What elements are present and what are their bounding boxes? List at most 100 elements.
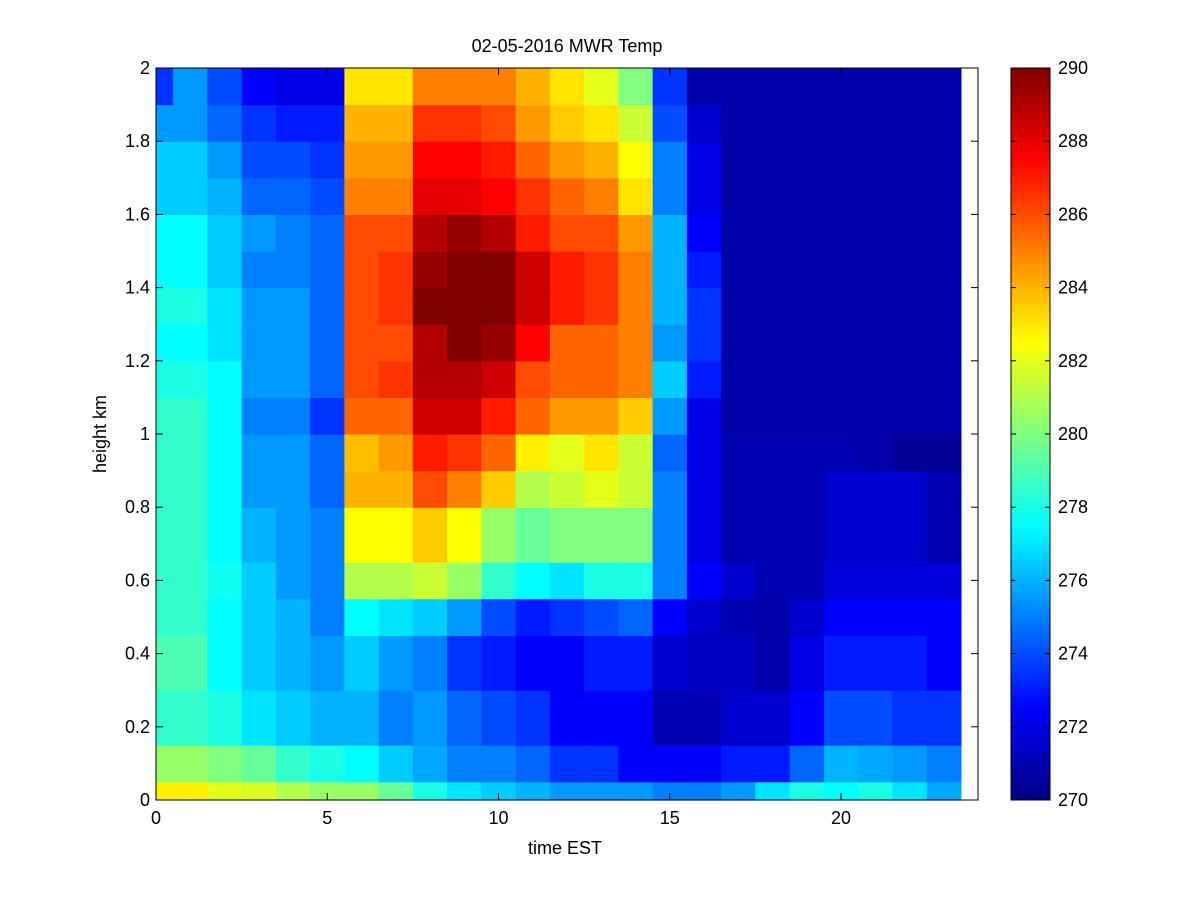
heatmap-cell [721, 324, 756, 362]
tick-label: 0 [140, 790, 150, 810]
heatmap-cell [892, 177, 928, 215]
heatmap-cell [207, 635, 243, 691]
heatmap-cell [858, 104, 893, 142]
heatmap-cell [721, 635, 756, 691]
tick-label: 2 [140, 58, 150, 78]
heatmap-cell [823, 214, 859, 252]
heatmap-cell [584, 104, 619, 142]
heatmap-cell [481, 324, 517, 362]
heatmap-cell [378, 360, 414, 398]
heatmap-cell [686, 598, 722, 636]
tick-label: 1.2 [125, 351, 150, 371]
heatmap-cell [721, 598, 756, 636]
x-axis-label: time EST [528, 838, 602, 858]
heatmap-cell [686, 360, 722, 398]
heatmap-cell [858, 434, 893, 472]
heatmap-cell [447, 141, 482, 179]
heatmap-cell [378, 324, 414, 362]
heatmap-cell [789, 507, 825, 563]
heatmap-cell [721, 745, 756, 783]
heatmap-cell [344, 324, 380, 362]
heatmap-cell [173, 635, 208, 691]
heatmap-cell [584, 214, 619, 252]
heatmap-cell [378, 690, 414, 746]
heatmap-cell [173, 214, 208, 252]
heatmap-cell [926, 324, 962, 362]
heatmap-cell [447, 324, 482, 362]
heatmap-cell [892, 562, 928, 600]
heatmap-cell [926, 635, 962, 691]
heatmap-cell [721, 177, 756, 215]
heatmap-cell [618, 507, 654, 563]
heatmap-cell [207, 251, 243, 289]
tick-label: 284 [1058, 278, 1088, 298]
heatmap-cell [789, 397, 825, 435]
heatmap-cell [652, 690, 688, 746]
heatmap-cell [447, 177, 482, 215]
heatmap-cell [515, 562, 551, 600]
heatmap-cell [412, 507, 448, 563]
heatmap-cell [481, 781, 517, 801]
heatmap-cell [310, 507, 345, 563]
heatmap-cell [481, 745, 517, 783]
heatmap-cell [344, 141, 380, 179]
heatmap-cell [412, 470, 448, 508]
x-axis-ticks: 0 5 10 15 20 [151, 68, 851, 828]
heatmap-cell [378, 397, 414, 435]
heatmap-cell [173, 434, 208, 472]
heatmap-cell [892, 745, 928, 783]
heatmap-cell [156, 781, 174, 801]
heatmap-cell [584, 562, 619, 600]
heatmap-cell [310, 251, 345, 289]
heatmap-cell [686, 104, 722, 142]
heatmap-cell [275, 470, 311, 508]
tick-label: 1.6 [125, 204, 150, 224]
heatmap-cell [275, 177, 311, 215]
heatmap-cell [789, 141, 825, 179]
heatmap-cell [789, 251, 825, 289]
heatmap-cell [755, 598, 791, 636]
tick-label: 276 [1058, 570, 1088, 590]
heatmap-cell [275, 360, 311, 398]
heatmap-cell [823, 745, 859, 783]
heatmap-cell [858, 781, 893, 801]
heatmap-cell [892, 287, 928, 325]
heatmap-cell [156, 324, 174, 362]
heatmap-cell [618, 214, 654, 252]
tick-label: 290 [1058, 58, 1088, 78]
heatmap-cell [549, 745, 585, 783]
heatmap-cell [447, 397, 482, 435]
heatmap-cell [584, 635, 619, 691]
heatmap-cell [173, 598, 208, 636]
heatmap-cell [310, 434, 345, 472]
heatmap-cell [755, 470, 791, 508]
heatmap-cell [173, 177, 208, 215]
heatmap-cell [241, 562, 277, 600]
heatmap-cell [515, 470, 551, 508]
heatmap-cell [207, 745, 243, 783]
heatmap-cell [618, 598, 654, 636]
heatmap-cell [584, 324, 619, 362]
heatmap-cell [926, 562, 962, 600]
heatmap-cell [755, 434, 791, 472]
heatmap-cell [755, 177, 791, 215]
heatmap-cell [515, 360, 551, 398]
tick-label: 286 [1058, 204, 1088, 224]
tick-label: 15 [660, 808, 680, 828]
heatmap-cell [858, 360, 893, 398]
heatmap-cell [549, 68, 585, 106]
tick-label: 0 [151, 808, 161, 828]
heatmap-cell [652, 251, 688, 289]
tick-label: 278 [1058, 497, 1088, 517]
tick-label: 1.4 [125, 278, 150, 298]
heatmap-cell [618, 360, 654, 398]
heatmap-cell [652, 635, 688, 691]
heatmap-cell [310, 690, 345, 746]
heatmap-cell [344, 562, 380, 600]
heatmap-cell [310, 781, 345, 801]
heatmap-cell [275, 781, 311, 801]
heatmap-cell [207, 324, 243, 362]
heatmap-cell [926, 434, 962, 472]
heatmap-cell [618, 470, 654, 508]
